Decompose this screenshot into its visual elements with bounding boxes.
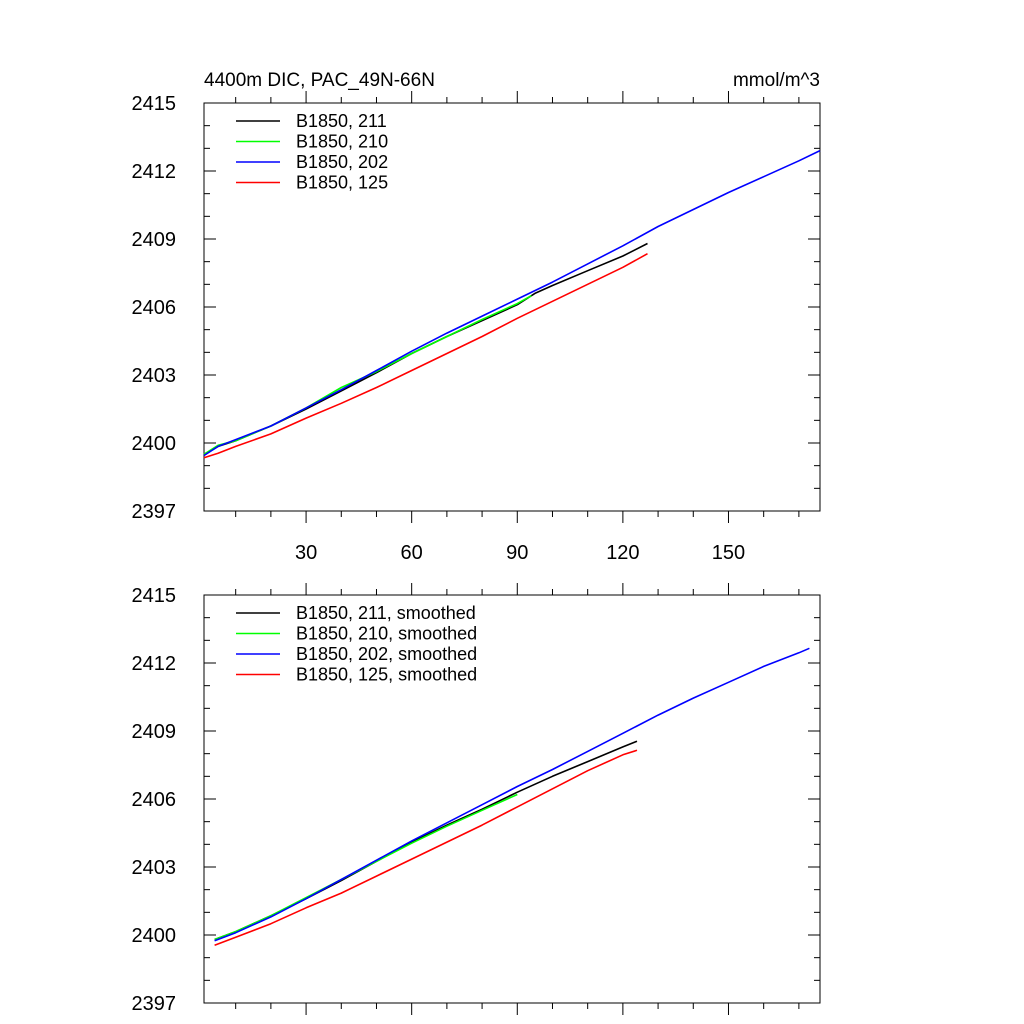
chart-title: 4400m DIC, PAC_49N-66N bbox=[204, 70, 435, 91]
legend-label: B1850, 125 bbox=[296, 173, 388, 193]
y-tick-label: 2406 bbox=[132, 297, 177, 319]
y-tick-label: 2397 bbox=[132, 501, 177, 523]
legend-label: B1850, 202 bbox=[296, 152, 388, 172]
legend-label: B1850, 211 bbox=[296, 111, 387, 131]
y-tick-label: 2403 bbox=[132, 857, 177, 879]
y-tick-label: 2400 bbox=[132, 925, 177, 947]
legend-label: B1850, 210, smoothed bbox=[296, 624, 477, 644]
series-line bbox=[214, 740, 638, 941]
series-line bbox=[203, 242, 648, 455]
series-line bbox=[203, 252, 648, 459]
x-tick-label: 120 bbox=[606, 542, 639, 564]
x-tick-label: 90 bbox=[506, 542, 528, 564]
y-tick-label: 2412 bbox=[132, 161, 177, 183]
legend-label: B1850, 211, smoothed bbox=[296, 603, 476, 623]
y-tick-label: 2415 bbox=[132, 93, 177, 115]
y-tick-label: 2415 bbox=[132, 585, 177, 607]
bottom-panel: 2397 2400 2403 2406 2409 2412 2415 B1850, 211, … bbox=[132, 583, 821, 1015]
x-tick-label: 150 bbox=[712, 542, 745, 564]
legend-label: B1850, 210 bbox=[296, 132, 388, 152]
series-line bbox=[214, 647, 810, 942]
y-tick-label: 2403 bbox=[132, 365, 177, 387]
top-panel: 2397 2400 2403 2406 2409 2412 2415 30 60 90 120 150… bbox=[132, 91, 821, 564]
series-line bbox=[214, 749, 638, 946]
units-label: mmol/m^3 bbox=[733, 70, 820, 91]
y-tick-label: 2409 bbox=[132, 721, 177, 743]
x-tick-label: 60 bbox=[401, 542, 423, 564]
y-tick-label: 2412 bbox=[132, 653, 177, 675]
y-tick-label: 2409 bbox=[132, 229, 177, 251]
legend-label: B1850, 125, smoothed bbox=[296, 665, 477, 685]
y-tick-label: 2397 bbox=[132, 993, 177, 1015]
series-line bbox=[203, 149, 821, 457]
x-tick-label: 30 bbox=[295, 542, 317, 564]
legend-label: B1850, 202, smoothed bbox=[296, 644, 477, 664]
y-tick-label: 2406 bbox=[132, 789, 177, 811]
series-line bbox=[214, 793, 518, 941]
y-tick-label: 2400 bbox=[132, 433, 177, 455]
